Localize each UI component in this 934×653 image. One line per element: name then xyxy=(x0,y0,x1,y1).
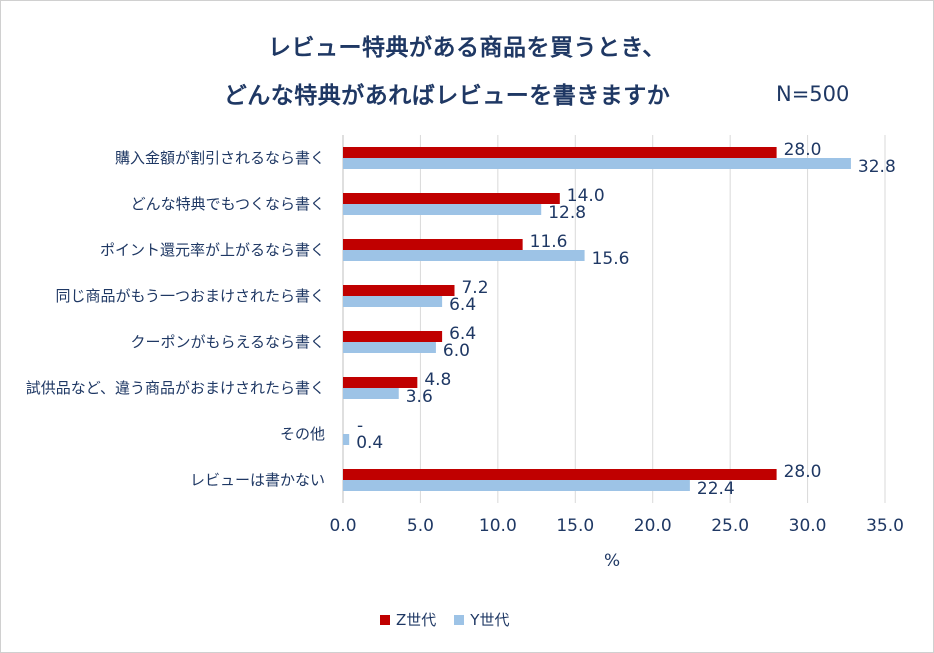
bar-y xyxy=(343,342,436,353)
data-label-z: 4.8 xyxy=(424,370,451,390)
x-tick-label: 25.0 xyxy=(711,516,749,536)
data-label-z: - xyxy=(357,416,363,436)
x-tick-label: 0.0 xyxy=(329,516,356,536)
x-tick-label: 15.0 xyxy=(556,516,594,536)
x-tick-label: 5.0 xyxy=(407,516,434,536)
bar-y xyxy=(343,296,443,307)
bar-y xyxy=(343,250,585,261)
data-label-y: 22.4 xyxy=(697,479,735,499)
category-label: レビューは書かない xyxy=(190,471,325,489)
bar-z xyxy=(343,377,418,388)
chart-title-line1: レビュー特典がある商品を買うとき、 xyxy=(268,35,666,61)
category-label: クーポンがもらえるなら書く xyxy=(130,333,325,351)
bar-z xyxy=(343,285,455,296)
category-label: 試供品など、違う商品がおまけされたら書く xyxy=(26,379,325,397)
legend-label-y: Y世代 xyxy=(470,611,510,629)
data-label-z: 7.2 xyxy=(461,278,488,298)
chart-title-line2: どんな特典があればレビューを書きますか xyxy=(223,83,671,109)
data-label-z: 14.0 xyxy=(567,186,605,206)
legend-item-z: Z世代 xyxy=(380,609,436,630)
data-label-y: 6.4 xyxy=(449,295,476,315)
data-label-z: 28.0 xyxy=(784,140,822,160)
x-tick-label: 10.0 xyxy=(479,516,517,536)
data-label-y: 3.6 xyxy=(406,387,433,407)
bar-z xyxy=(343,239,523,250)
bar-z xyxy=(343,331,443,342)
legend-label-z: Z世代 xyxy=(396,611,437,629)
category-label: その他 xyxy=(280,425,325,443)
category-label: 購入金額が割引されるなら書く xyxy=(115,149,325,167)
bar-chart: 0.0 5.0 10.0 15.0 20.0 25.0 30.0 35.0 購入金額が割引される… xyxy=(26,135,904,536)
category-label: 同じ商品がもう一つおまけされたら書く xyxy=(55,287,325,305)
sample-size-note: N=500 xyxy=(776,82,850,106)
legend: Z世代 Y世代 xyxy=(380,609,527,630)
x-tick-label: 30.0 xyxy=(789,516,827,536)
bar-z xyxy=(343,147,777,158)
data-label-z: 11.6 xyxy=(530,232,568,252)
bar-y xyxy=(343,388,399,399)
x-axis-label: % xyxy=(604,551,621,571)
x-tick-label: 20.0 xyxy=(634,516,672,536)
category-label: どんな特典でもつくなら書く xyxy=(131,195,325,213)
x-tick-label: 35.0 xyxy=(866,516,904,536)
data-label-y: 6.0 xyxy=(443,341,470,361)
bar-y xyxy=(343,158,851,169)
data-label-y: 12.8 xyxy=(548,203,586,223)
legend-swatch-z xyxy=(380,614,390,625)
data-label-z: 6.4 xyxy=(449,324,476,344)
legend-item-y: Y世代 xyxy=(454,609,509,630)
bar-y xyxy=(343,480,690,491)
data-label-y: 32.8 xyxy=(858,157,896,177)
data-label-y: 0.4 xyxy=(356,433,383,453)
data-label-y: 15.6 xyxy=(592,249,630,269)
bar-y xyxy=(343,204,542,215)
category-label: ポイント還元率が上がるなら書く xyxy=(100,241,325,259)
bar-z xyxy=(343,469,777,480)
legend-swatch-y xyxy=(454,614,465,625)
data-label-z: 28.0 xyxy=(784,462,822,482)
bar-z xyxy=(343,193,560,204)
bar-y xyxy=(343,434,350,445)
